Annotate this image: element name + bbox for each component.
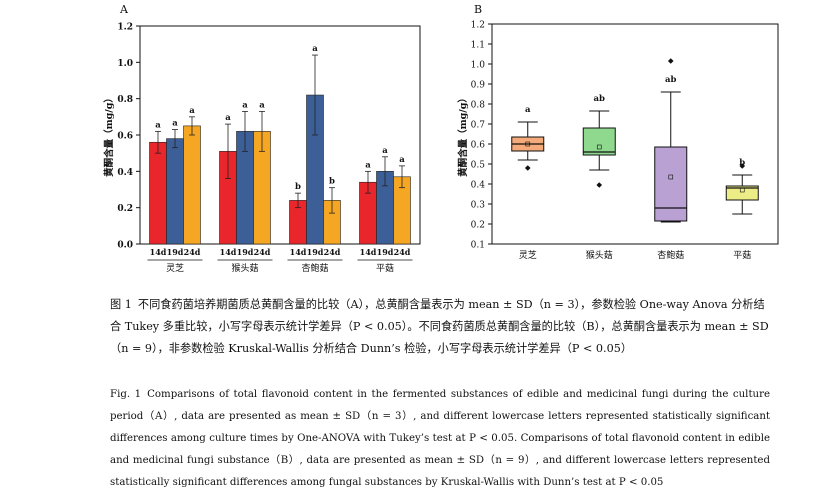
significance-letter: a bbox=[382, 146, 388, 156]
significance-letter: a bbox=[365, 160, 371, 170]
significance-letter: b bbox=[295, 182, 301, 192]
caption-english-label: Fig. 1 bbox=[110, 389, 142, 400]
panel-b-category-label: 平菇 bbox=[733, 249, 751, 261]
mean-marker bbox=[668, 174, 674, 180]
group-label-19d: 19d bbox=[237, 247, 254, 257]
significance-letter: b bbox=[739, 158, 745, 168]
panel-b-frame bbox=[491, 23, 779, 245]
panel-a-ytick-label: 1.0 bbox=[117, 59, 133, 69]
panel-a-ytick-label: 0.2 bbox=[117, 204, 133, 214]
mean-marker bbox=[525, 141, 531, 147]
group-label-24d: 24d bbox=[394, 247, 411, 257]
panel-b-category-label: 灵芝 bbox=[519, 249, 537, 261]
significance-letter: a bbox=[312, 44, 318, 54]
panel-b-ytick-label: 0.1 bbox=[471, 241, 485, 251]
mean-marker bbox=[596, 144, 602, 150]
panel-b-label: B bbox=[474, 3, 482, 16]
significance-letter: ab bbox=[594, 94, 606, 104]
significance-letter: a bbox=[189, 106, 195, 116]
group-label-14d: 14d bbox=[290, 247, 307, 257]
outlier-point bbox=[524, 165, 531, 171]
outlier-point bbox=[739, 163, 746, 169]
group-label-19d: 19d bbox=[307, 247, 324, 257]
group-label-19d: 19d bbox=[167, 247, 184, 257]
group-label-24d: 24d bbox=[254, 247, 271, 257]
panel-b-ytick-label: 0.3 bbox=[471, 201, 486, 211]
mean-marker bbox=[739, 187, 745, 193]
box bbox=[725, 185, 759, 201]
panel-b-ytick-label: 1.0 bbox=[471, 61, 486, 71]
outlier-point bbox=[667, 58, 674, 64]
box bbox=[654, 146, 688, 222]
panel-a-ytick-label: 0.0 bbox=[117, 241, 133, 251]
panel-a-category-label: 灵芝 bbox=[166, 262, 184, 274]
panel-b-ytick-label: 0.4 bbox=[471, 181, 486, 191]
group-label-14d: 14d bbox=[150, 247, 167, 257]
caption-english: Fig. 1 Comparisons of total flavonoid con… bbox=[110, 384, 770, 494]
bar-24d bbox=[183, 125, 201, 245]
panel-a-category-label: 杏鲍菇 bbox=[301, 262, 328, 274]
significance-letter: a bbox=[242, 100, 248, 110]
caption-english-text: Comparisons of total flavonoid content i… bbox=[110, 389, 770, 488]
panel-a-category-label: 猴头菇 bbox=[231, 262, 258, 274]
outlier-point bbox=[596, 182, 603, 188]
panel-b-ytick-label: 0.9 bbox=[471, 81, 486, 91]
significance-letter: a bbox=[259, 100, 265, 110]
significance-letter: ab bbox=[665, 75, 677, 85]
group-label-24d: 24d bbox=[324, 247, 341, 257]
panel-b-ytick-label: 0.5 bbox=[471, 161, 486, 171]
panel-b-ytick-label: 1.1 bbox=[471, 41, 485, 51]
group-label-19d: 19d bbox=[377, 247, 394, 257]
panel-a-ylabel: 黄酮含量（mg/g） bbox=[103, 93, 115, 177]
significance-letter: a bbox=[172, 119, 178, 129]
caption-chinese-text: 不同食药菌培养期菌质总黄酮含量的比较（A），总黄酮含量表示为 mean ± SD… bbox=[110, 298, 769, 355]
bar-19d bbox=[166, 138, 184, 245]
significance-letter: a bbox=[225, 113, 231, 123]
group-label-14d: 14d bbox=[360, 247, 377, 257]
panel-a-ytick-label: 0.8 bbox=[117, 95, 133, 105]
panel-b-ytick-label: 0.8 bbox=[471, 101, 486, 111]
significance-letter: a bbox=[399, 155, 405, 165]
panel-b-category-label: 猴头菇 bbox=[586, 249, 613, 261]
panel-b-ytick-label: 0.7 bbox=[471, 121, 486, 131]
significance-letter: a bbox=[525, 105, 531, 115]
panel-b-ytick-label: 0.6 bbox=[471, 141, 486, 151]
bar-14d bbox=[149, 141, 167, 245]
panel-a-label: A bbox=[119, 3, 129, 16]
caption-chinese: 图 1 不同食药菌培养期菌质总黄酮含量的比较（A），总黄酮含量表示为 mean ±… bbox=[110, 294, 770, 360]
panel-a-ytick-label: 0.6 bbox=[117, 132, 133, 142]
caption-chinese-label: 图 1 bbox=[110, 298, 132, 311]
panel-b-ylabel: 黄酮含量（mg/g） bbox=[457, 93, 469, 177]
significance-letter: a bbox=[155, 120, 161, 130]
group-label-14d: 14d bbox=[220, 247, 237, 257]
panel-a-ytick-label: 1.2 bbox=[117, 23, 133, 33]
panel-a-category-label: 平菇 bbox=[376, 262, 394, 274]
significance-letter: b bbox=[329, 177, 335, 187]
panel-b-ytick-label: 1.2 bbox=[471, 21, 485, 31]
panel-b-category-label: 杏鲍菇 bbox=[657, 249, 684, 261]
box bbox=[582, 127, 616, 156]
panel-a-ytick-label: 0.4 bbox=[117, 168, 133, 178]
group-label-24d: 24d bbox=[184, 247, 201, 257]
panel-b-ytick-label: 0.2 bbox=[471, 221, 485, 231]
